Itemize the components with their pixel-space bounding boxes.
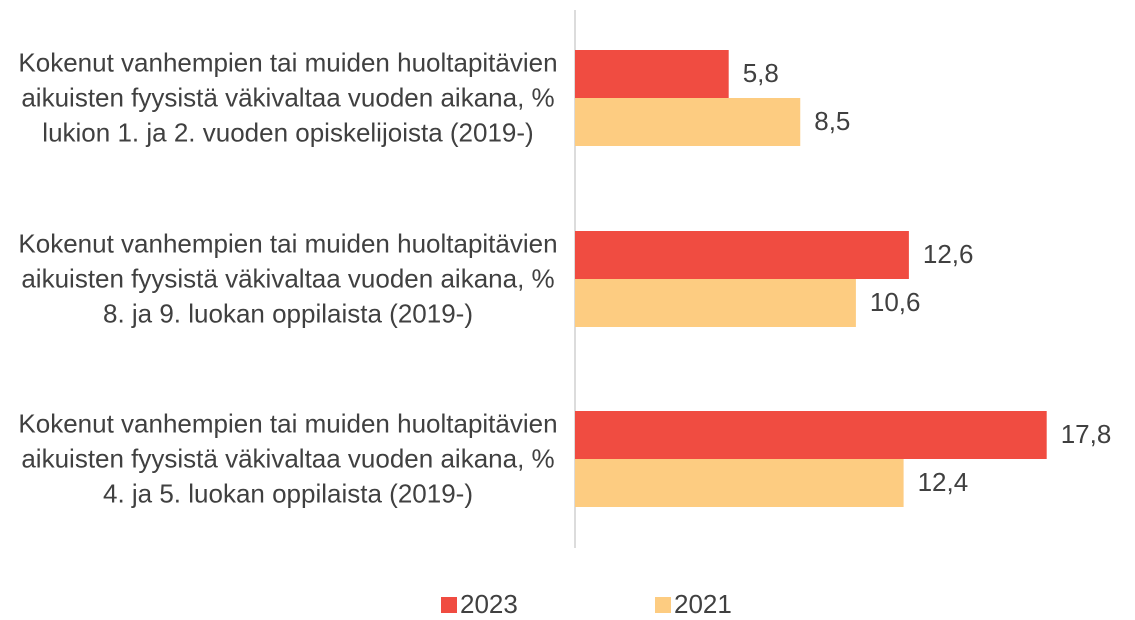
value-label: 17,8: [1061, 419, 1112, 449]
value-label: 12,4: [918, 467, 969, 497]
bar: [575, 279, 856, 327]
category-label: Kokenut vanhempien tai muiden huoltapitä…: [18, 228, 558, 329]
category-label: Kokenut vanhempien tai muiden huoltapitä…: [18, 408, 558, 509]
legend-label: 2023: [460, 589, 518, 619]
legend-label: 2021: [674, 589, 732, 619]
bar: [575, 459, 904, 507]
bar: [575, 231, 909, 279]
bar: [575, 411, 1047, 459]
bar: [575, 50, 729, 98]
bar: [575, 98, 801, 146]
legend-swatch: [655, 597, 671, 613]
category-label: Kokenut vanhempien tai muiden huoltapitä…: [18, 47, 558, 148]
value-label: 5,8: [743, 58, 779, 88]
value-label: 10,6: [870, 287, 921, 317]
value-label: 12,6: [923, 239, 974, 269]
value-label: 8,5: [814, 106, 850, 136]
legend-swatch: [441, 597, 457, 613]
